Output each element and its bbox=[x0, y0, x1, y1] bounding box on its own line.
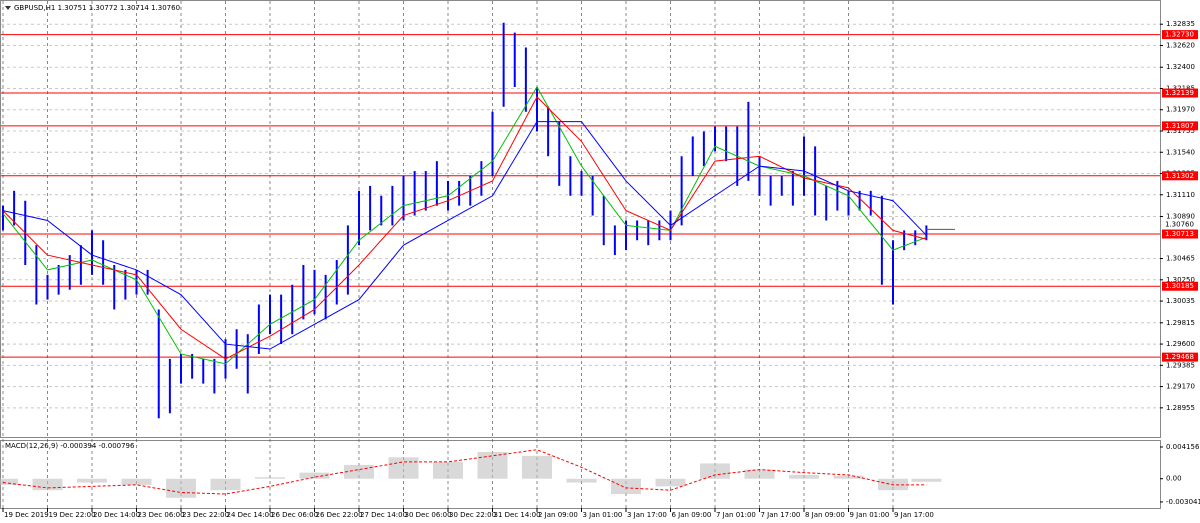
macd-histogram bbox=[299, 472, 330, 479]
y-tick-label: 1.31110 bbox=[1166, 191, 1195, 199]
level-label: 1.31302 bbox=[1165, 172, 1194, 180]
chart-title: GBPUSD,H1 1.30751 1.30772 1.30714 1.3076… bbox=[14, 4, 180, 12]
y-tick-label: 1.31970 bbox=[1166, 106, 1195, 114]
macd-y-tick-label: 0.004156 bbox=[1166, 443, 1200, 451]
macd-histogram bbox=[700, 463, 730, 479]
y-tick-label: 1.32620 bbox=[1166, 41, 1195, 49]
level-label: 1.30185 bbox=[1165, 282, 1194, 290]
x-tick-label: 19 Dec 2019 bbox=[4, 511, 49, 519]
macd-histogram bbox=[477, 451, 508, 479]
macd-histogram bbox=[210, 478, 241, 491]
x-tick-label: 30 Dec 06:00 bbox=[405, 511, 452, 519]
macd-histogram bbox=[388, 457, 419, 479]
y-tick-label: 1.30465 bbox=[1166, 255, 1195, 263]
x-tick-label: 7 Jan 01:00 bbox=[716, 511, 756, 519]
x-tick-label: 9 Jan 01:00 bbox=[850, 511, 890, 519]
x-tick-label: 31 Dec 14:00 bbox=[494, 511, 541, 519]
moving-average bbox=[2, 96, 927, 360]
level-label-bg bbox=[1162, 121, 1198, 131]
x-tick-label: 23 Dec 22:00 bbox=[182, 511, 229, 519]
macd-histogram bbox=[433, 461, 463, 479]
macd-y-tick-label: 0.00 bbox=[1166, 475, 1182, 483]
menu-arrow[interactable] bbox=[5, 6, 11, 10]
x-tick-label: 3 Jan 17:00 bbox=[627, 511, 667, 519]
y-tick-label: 1.30035 bbox=[1166, 297, 1195, 305]
macd-histogram bbox=[789, 474, 819, 479]
bid-label-bg bbox=[1162, 220, 1198, 229]
x-tick-label: 27 Dec 14:00 bbox=[360, 511, 407, 519]
level-label-bg bbox=[1162, 30, 1198, 40]
macd-histogram bbox=[121, 478, 152, 485]
level-label-bg bbox=[1162, 352, 1198, 362]
macd-histogram bbox=[77, 478, 107, 483]
macd-histogram bbox=[255, 477, 285, 479]
macd-histogram bbox=[344, 464, 374, 479]
bid-label: 1.30760 bbox=[1165, 220, 1194, 228]
x-tick-label: 20 Dec 14:00 bbox=[93, 511, 140, 519]
x-tick-label: 9 Jan 17:00 bbox=[894, 511, 934, 519]
level-label-bg bbox=[1162, 171, 1198, 181]
y-tick-label: 1.29170 bbox=[1166, 383, 1195, 391]
macd-y-tick-label: -0.003041 bbox=[1166, 498, 1200, 506]
level-label-bg bbox=[1162, 229, 1198, 239]
macd-histogram bbox=[566, 478, 597, 483]
x-tick-label: 26 Dec 06:00 bbox=[271, 511, 318, 519]
level-label-bg bbox=[1162, 88, 1198, 98]
y-tick-label: 1.29815 bbox=[1166, 319, 1195, 327]
y-tick-label: 1.32185 bbox=[1166, 84, 1195, 92]
macd-histogram bbox=[32, 478, 63, 491]
main-pane bbox=[0, 0, 1161, 438]
level-label: 1.32730 bbox=[1165, 31, 1194, 39]
macd-pane bbox=[0, 440, 1161, 509]
x-tick-label: 23 Dec 06:00 bbox=[138, 511, 185, 519]
macd-histogram bbox=[655, 478, 686, 487]
x-tick-label: 7 Jan 17:00 bbox=[761, 511, 801, 519]
x-tick-label: 8 Jan 09:00 bbox=[805, 511, 845, 519]
y-tick-label: 1.29385 bbox=[1166, 361, 1195, 369]
macd-histogram bbox=[522, 455, 552, 479]
macd-signal bbox=[2, 449, 927, 495]
level-label: 1.31807 bbox=[1165, 122, 1194, 130]
macd-title: MACD(12,26,9) -0.000394 -0.000796 bbox=[5, 442, 135, 450]
y-tick-label: 1.31755 bbox=[1166, 127, 1195, 135]
level-label: 1.30713 bbox=[1165, 230, 1194, 238]
macd-histogram bbox=[166, 478, 196, 498]
y-tick-label: 1.30250 bbox=[1166, 276, 1195, 284]
x-tick-label: 6 Jan 09:00 bbox=[672, 511, 712, 519]
y-tick-label: 1.31540 bbox=[1166, 148, 1195, 156]
macd-histogram bbox=[744, 469, 775, 479]
y-tick-label: 1.32400 bbox=[1166, 63, 1195, 71]
level-label: 1.32139 bbox=[1165, 89, 1194, 97]
x-tick-label: 19 Dec 22:00 bbox=[49, 511, 96, 519]
macd-histogram bbox=[611, 478, 641, 495]
x-tick-label: 30 Dec 22:00 bbox=[449, 511, 496, 519]
macd-histogram bbox=[833, 475, 864, 479]
macd-histogram bbox=[0, 478, 18, 485]
y-tick-label: 1.32835 bbox=[1166, 20, 1195, 28]
level-label-bg bbox=[1162, 281, 1198, 291]
y-tick-label: 1.30890 bbox=[1166, 213, 1195, 221]
x-tick-label: 3 Jan 01:00 bbox=[583, 511, 623, 519]
x-tick-label: 2 Jan 09:00 bbox=[538, 511, 578, 519]
level-label: 1.29468 bbox=[1165, 353, 1194, 361]
y-tick-label: 1.29600 bbox=[1166, 340, 1195, 348]
moving-average bbox=[2, 86, 927, 365]
moving-average bbox=[2, 121, 927, 350]
x-tick-label: 24 Dec 14:00 bbox=[227, 511, 274, 519]
macd-histogram bbox=[911, 478, 942, 482]
x-tick-label: 26 Dec 22:00 bbox=[316, 511, 363, 519]
y-tick-label: 1.28955 bbox=[1166, 404, 1195, 412]
